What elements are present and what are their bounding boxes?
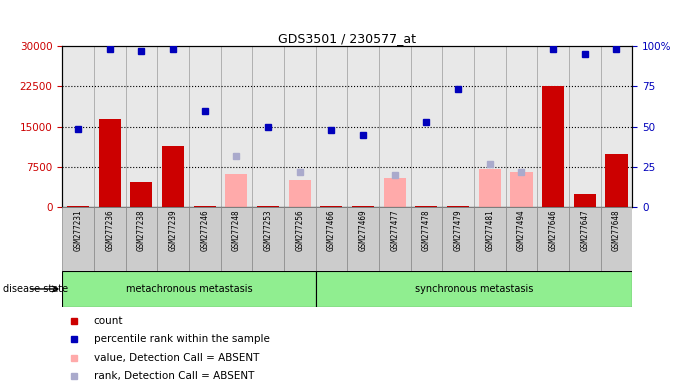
Bar: [479, 206, 501, 207]
Bar: [189, 207, 220, 271]
Text: rank, Detection Call = ABSENT: rank, Detection Call = ABSENT: [93, 371, 254, 381]
Bar: [99, 119, 121, 207]
Text: count: count: [93, 316, 123, 326]
Text: GSM277238: GSM277238: [137, 209, 146, 251]
Text: GSM277246: GSM277246: [200, 209, 209, 251]
Bar: [384, 206, 406, 207]
Bar: [542, 86, 564, 207]
Bar: [62, 271, 316, 307]
Text: GSM277469: GSM277469: [359, 209, 368, 251]
Bar: [94, 207, 126, 271]
Bar: [384, 178, 406, 207]
Bar: [447, 206, 469, 207]
Bar: [289, 180, 311, 207]
Bar: [67, 206, 89, 207]
Bar: [474, 207, 506, 271]
Text: GSM277647: GSM277647: [580, 209, 589, 251]
Text: GSM277648: GSM277648: [612, 209, 621, 251]
Text: GSM277256: GSM277256: [295, 209, 304, 251]
Bar: [225, 174, 247, 207]
Bar: [410, 207, 442, 271]
Bar: [605, 154, 627, 207]
Bar: [321, 206, 343, 207]
Bar: [352, 206, 374, 207]
Text: synchronous metastasis: synchronous metastasis: [415, 284, 533, 294]
Bar: [193, 206, 216, 207]
Text: GSM277248: GSM277248: [232, 209, 241, 251]
Bar: [415, 206, 437, 207]
Bar: [162, 146, 184, 207]
Bar: [600, 207, 632, 271]
Text: GSM277481: GSM277481: [485, 209, 494, 251]
Bar: [284, 207, 316, 271]
Bar: [479, 169, 501, 207]
Text: GSM277646: GSM277646: [549, 209, 558, 251]
Text: GSM277253: GSM277253: [263, 209, 272, 251]
Bar: [257, 206, 279, 207]
Bar: [316, 207, 347, 271]
Bar: [442, 207, 474, 271]
Text: GSM277477: GSM277477: [390, 209, 399, 251]
Text: GSM277466: GSM277466: [327, 209, 336, 251]
Title: GDS3501 / 230577_at: GDS3501 / 230577_at: [278, 32, 416, 45]
Text: GSM277479: GSM277479: [453, 209, 462, 251]
Text: percentile rank within the sample: percentile rank within the sample: [93, 334, 269, 344]
Text: GSM277478: GSM277478: [422, 209, 431, 251]
Bar: [252, 207, 284, 271]
Text: metachronous metastasis: metachronous metastasis: [126, 284, 252, 294]
Bar: [289, 206, 311, 207]
Bar: [506, 207, 538, 271]
Text: GSM277494: GSM277494: [517, 209, 526, 251]
Text: GSM277236: GSM277236: [105, 209, 114, 251]
Bar: [574, 194, 596, 207]
Text: GSM277231: GSM277231: [73, 209, 82, 251]
Bar: [316, 271, 632, 307]
Bar: [379, 207, 410, 271]
Bar: [511, 172, 533, 207]
Text: GSM277239: GSM277239: [169, 209, 178, 251]
Bar: [62, 207, 94, 271]
Bar: [220, 207, 252, 271]
Bar: [158, 207, 189, 271]
Bar: [538, 207, 569, 271]
Bar: [569, 207, 600, 271]
Bar: [347, 207, 379, 271]
Bar: [126, 207, 157, 271]
Bar: [225, 206, 247, 207]
Bar: [131, 182, 153, 207]
Text: value, Detection Call = ABSENT: value, Detection Call = ABSENT: [93, 353, 259, 363]
Text: disease state: disease state: [3, 284, 68, 294]
Bar: [511, 206, 533, 207]
